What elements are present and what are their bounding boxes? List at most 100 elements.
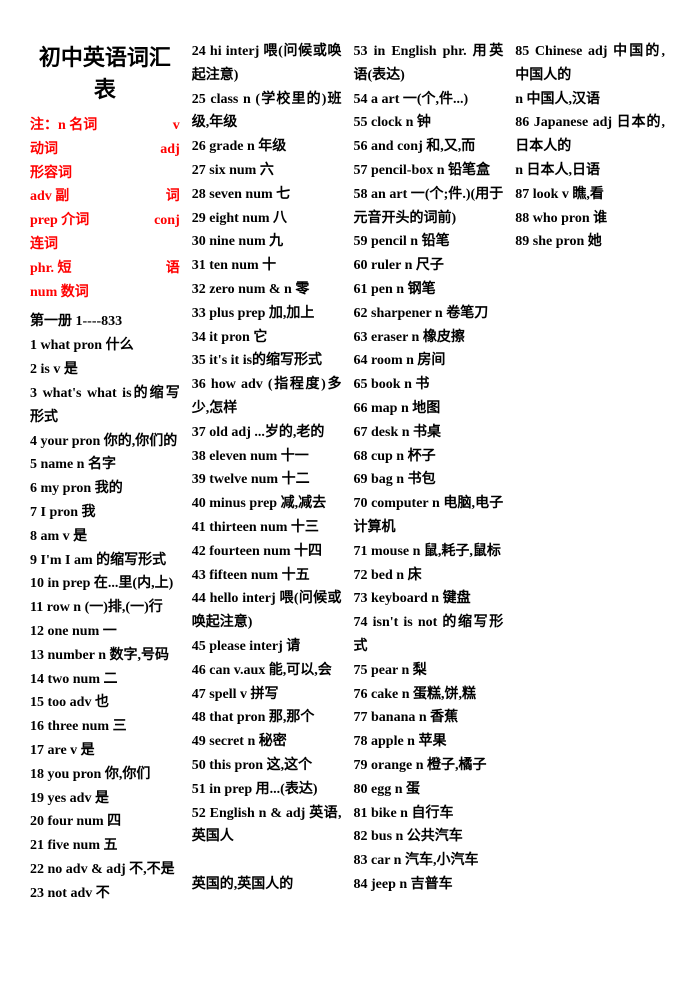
vocab-entry: 13 number n 数字,号码: [30, 644, 180, 668]
vocab-entry: 57 pencil-box n 铅笔盒: [354, 159, 504, 183]
vocab-entry: 73 keyboard n 键盘: [354, 587, 504, 611]
vocab-entry: 71 mouse n 鼠,耗子,鼠标: [354, 540, 504, 564]
vocab-entry: 49 secret n 秘密: [192, 730, 342, 754]
vocab-entry: 72 bed n 床: [354, 564, 504, 588]
vocab-entry: 10 in prep 在...里(内,上): [30, 572, 180, 596]
vocab-entry: 79 orange n 橙子,橘子: [354, 754, 504, 778]
vocab-entry: 3 what's what is的缩写形式: [30, 382, 180, 430]
vocab-entry: 20 four num 四: [30, 810, 180, 834]
vocab-entry: 31 ten num 十: [192, 254, 342, 278]
vocab-entry: 87 look v 瞧,看: [515, 183, 665, 207]
vocab-entry: 61 pen n 钢笔: [354, 278, 504, 302]
vocab-entry: 50 this pron 这,这个: [192, 754, 342, 778]
vocab-entry: 36 how adv (指程度)多少,怎样: [192, 373, 342, 421]
vocab-entry: 83 car n 汽车,小汽车: [354, 849, 504, 873]
vocab-entry: 35 it's it is的缩写形式: [192, 349, 342, 373]
document-page: 初中英语词汇表 注：n 名词 v 动词 adj 形容词adv 副词prep 介词conj…: [30, 40, 665, 940]
vocab-entry: 81 bike n 自行车: [354, 802, 504, 826]
vocab-entry: 5 name n 名字: [30, 453, 180, 477]
vocab-entry: 30 nine num 九: [192, 230, 342, 254]
vocab-entry: 29 eight num 八: [192, 207, 342, 231]
legend-left: phr. 短: [30, 257, 72, 281]
vocab-entry: 41 thirteen num 十三: [192, 516, 342, 540]
vocab-entry: 52 English n & adj 英语,英国人: [192, 802, 342, 850]
legend-right: v: [173, 114, 180, 138]
vocab-entry: 64 room n 房间: [354, 349, 504, 373]
vocab-entry: n 中国人,汉语: [515, 88, 665, 112]
legend-line: num 数词: [30, 281, 180, 305]
vocab-entry: 18 you pron 你,你们: [30, 763, 180, 787]
legend-line: adv 副词: [30, 185, 180, 209]
vocab-entry: 48 that pron 那,那个: [192, 706, 342, 730]
vocab-entry: 27 six num 六: [192, 159, 342, 183]
vocab-entry: 40 minus prep 减,减去: [192, 492, 342, 516]
vocab-entry: 32 zero num & n 零: [192, 278, 342, 302]
legend-left: prep 介词: [30, 209, 89, 233]
vocab-entry: 66 map n 地图: [354, 397, 504, 421]
vocab-entry: 38 eleven num 十一: [192, 445, 342, 469]
vocab-entry: 33 plus prep 加,加上: [192, 302, 342, 326]
vocab-entry: 25 class n (学校里的)班级,年级: [192, 88, 342, 136]
vocab-entry: n 日本人,日语: [515, 159, 665, 183]
vocab-entry: 21 five num 五: [30, 834, 180, 858]
vocab-entry: 88 who pron 谁: [515, 207, 665, 231]
vocab-entry: 1 what pron 什么: [30, 334, 180, 358]
vocab-entry: 43 fifteen num 十五: [192, 564, 342, 588]
vocab-entry: 51 in prep 用...(表达): [192, 778, 342, 802]
vocab-entry: 62 sharpener n 卷笔刀: [354, 302, 504, 326]
vocab-entry: 37 old adj ...岁的,老的: [192, 421, 342, 445]
vocab-entry: 70 computer n 电脑,电子计算机: [354, 492, 504, 540]
vocab-entry: 77 banana n 香蕉: [354, 706, 504, 730]
vocab-entry: 76 cake n 蛋糕,饼,糕: [354, 683, 504, 707]
vocab-entry: 4 your pron 你的,你们的: [30, 430, 180, 454]
vocab-entry: 8 am v 是: [30, 525, 180, 549]
vocab-entry: 2 is v 是: [30, 358, 180, 382]
vocab-entry: 55 clock n 钟: [354, 111, 504, 135]
vocab-entry: 60 ruler n 尺子: [354, 254, 504, 278]
vocab-entry: 68 cup n 杯子: [354, 445, 504, 469]
legend-line: phr. 短 语: [30, 257, 180, 281]
legend-right: adj: [160, 138, 179, 162]
vocab-entry: 75 pear n 梨: [354, 659, 504, 683]
vocab-entry: 39 twelve num 十二: [192, 468, 342, 492]
legend-line: 注：n 名词 v: [30, 114, 180, 138]
vocab-entry: 45 please interj 请: [192, 635, 342, 659]
vocab-entry: 67 desk n 书桌: [354, 421, 504, 445]
vocab-entry: 26 grade n 年级: [192, 135, 342, 159]
vocab-entry: 6 my pron 我的: [30, 477, 180, 501]
legend-line: 动词 adj: [30, 138, 180, 162]
vocab-entry: 28 seven num 七: [192, 183, 342, 207]
vocab-entry: 44 hello interj 喂(问候或唤起注意): [192, 587, 342, 635]
legend-left: 动词: [30, 138, 58, 162]
vocab-entry: 63 eraser n 橡皮擦: [354, 326, 504, 350]
vocab-entry: 16 three num 三: [30, 715, 180, 739]
vocab-entry: 56 and conj 和,又,而: [354, 135, 504, 159]
vocab-entry: 23 not adv 不: [30, 882, 180, 906]
vocab-entry: 9 I'm I am 的缩写形式: [30, 549, 180, 573]
vocab-entry: 12 one num 一: [30, 620, 180, 644]
vocab-entry: 84 jeep n 吉普车: [354, 873, 504, 897]
vocab-entry: 82 bus n 公共汽车: [354, 825, 504, 849]
vocab-entry: 78 apple n 苹果: [354, 730, 504, 754]
vocab-entry: 85 Chinese adj 中国的,中国人的: [515, 40, 665, 88]
legend-right: 语: [166, 257, 180, 281]
legend-line: prep 介词conj: [30, 209, 180, 233]
vocab-entry: [192, 849, 342, 873]
vocab-entry: 14 two num 二: [30, 668, 180, 692]
vocab-entry: 53 in English phr. 用英语(表达): [354, 40, 504, 88]
vocab-entry: 54 a art 一(个,件...): [354, 88, 504, 112]
legend-left: 形容词: [30, 162, 72, 186]
vocab-entry: 42 fourteen num 十四: [192, 540, 342, 564]
book-section-heading: 第一册 1----833: [30, 310, 180, 330]
vocab-entry: 58 an art 一(个;件.)(用于元音开头的词前): [354, 183, 504, 231]
vocab-entry: 24 hi interj 喂(问候或唤起注意): [192, 40, 342, 88]
vocab-entry: 19 yes adv 是: [30, 787, 180, 811]
legend-line: 连词: [30, 233, 180, 257]
legend-left: 注：n 名词: [30, 114, 97, 138]
page-title: 初中英语词汇表: [30, 40, 180, 104]
legend-right: 词: [166, 185, 180, 209]
vocab-entry: 17 are v 是: [30, 739, 180, 763]
legend-line: 形容词: [30, 162, 180, 186]
vocab-entry: 80 egg n 蛋: [354, 778, 504, 802]
legend-block: 注：n 名词 v 动词 adj 形容词adv 副词prep 介词conj连词phr. 短…: [30, 114, 180, 304]
